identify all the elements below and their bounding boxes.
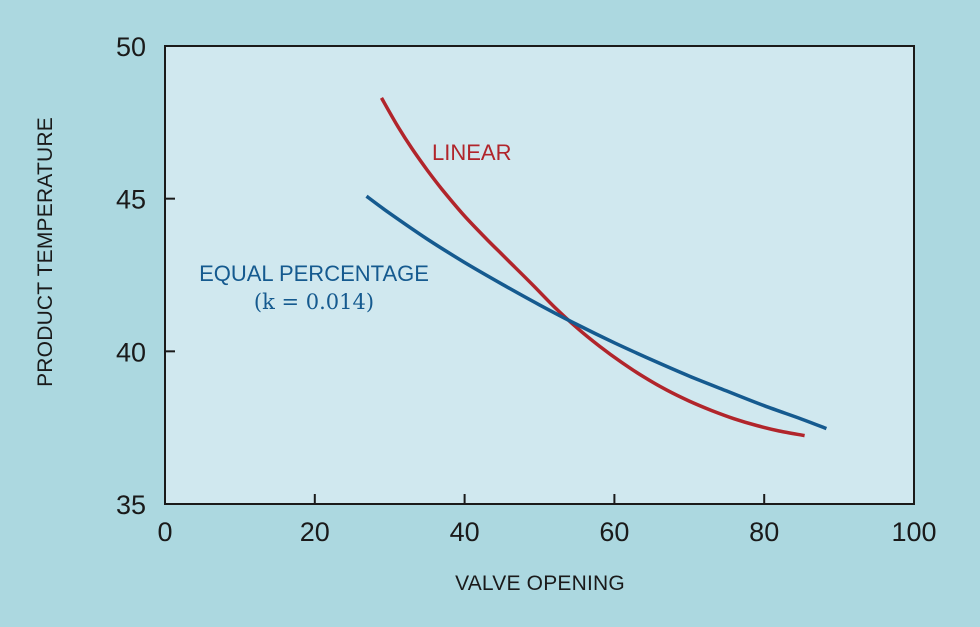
x-tick-label: 80 (749, 517, 779, 547)
series-label-equal-percentage: EQUAL PERCENTAGE (199, 261, 429, 286)
plot-area (165, 46, 914, 504)
axis-tick-labels: 0 20 40 60 80 100 35 40 45 50 (116, 32, 937, 547)
y-tick-label: 40 (116, 337, 146, 367)
series-line-equal-percentage (365, 194, 828, 431)
series-line-linear (379, 97, 805, 438)
x-tick-label: 20 (300, 517, 330, 547)
y-tick-label: 45 (116, 185, 146, 215)
plot-frame (164, 45, 915, 505)
y-tick-label: 50 (116, 32, 146, 62)
series-label-linear: LINEAR (432, 140, 511, 165)
x-axis-title: VALVE OPENING (455, 572, 625, 595)
series-lines (365, 97, 828, 438)
x-tick-label: 0 (157, 517, 172, 547)
y-axis-title: PRODUCT TEMPERATURE (34, 117, 57, 387)
x-tick-label: 60 (599, 517, 629, 547)
x-tick-label: 40 (450, 517, 480, 547)
series-annotation-k: (k = 0.014) (254, 290, 374, 314)
y-tick-label: 35 (116, 490, 146, 520)
axis-ticks (165, 197, 766, 504)
x-tick-label: 100 (891, 517, 936, 547)
